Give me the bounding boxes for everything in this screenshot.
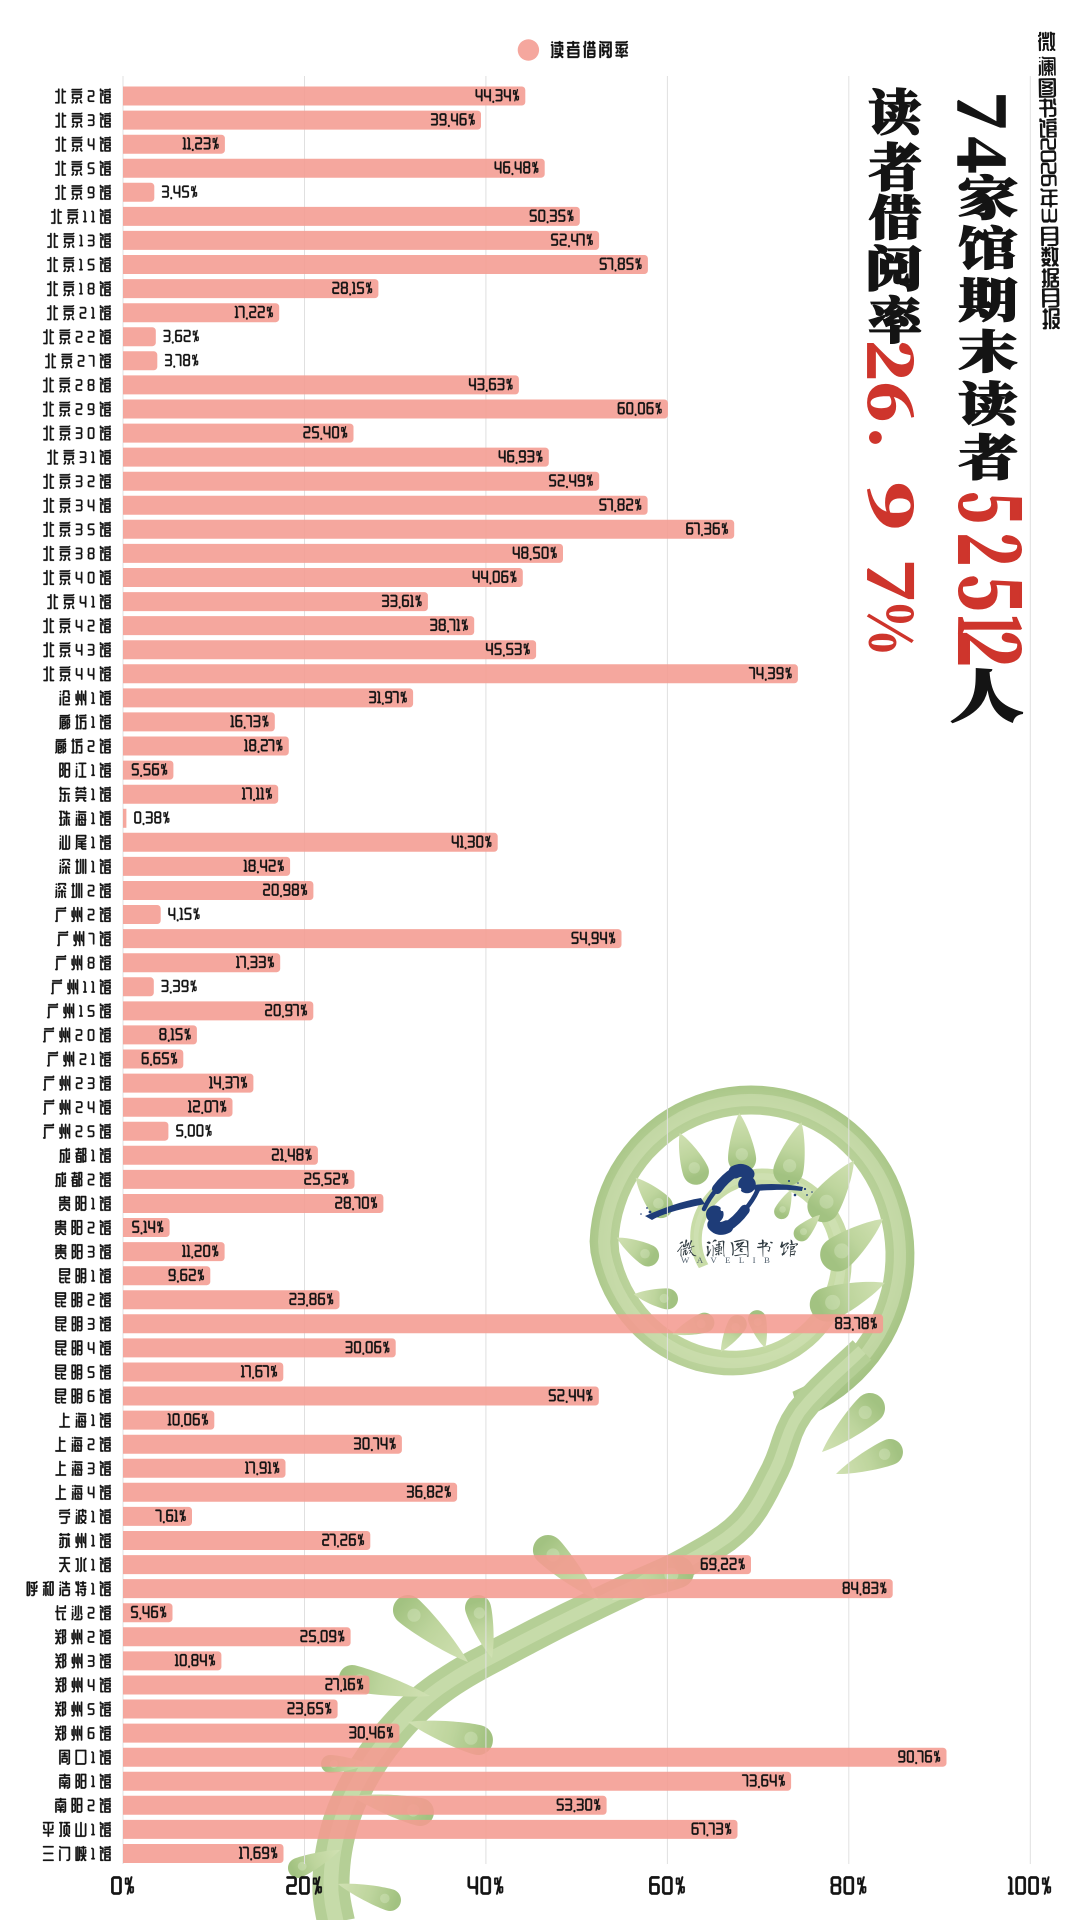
svg-text:WAVELIB: WAVELIB [681, 1255, 778, 1265]
